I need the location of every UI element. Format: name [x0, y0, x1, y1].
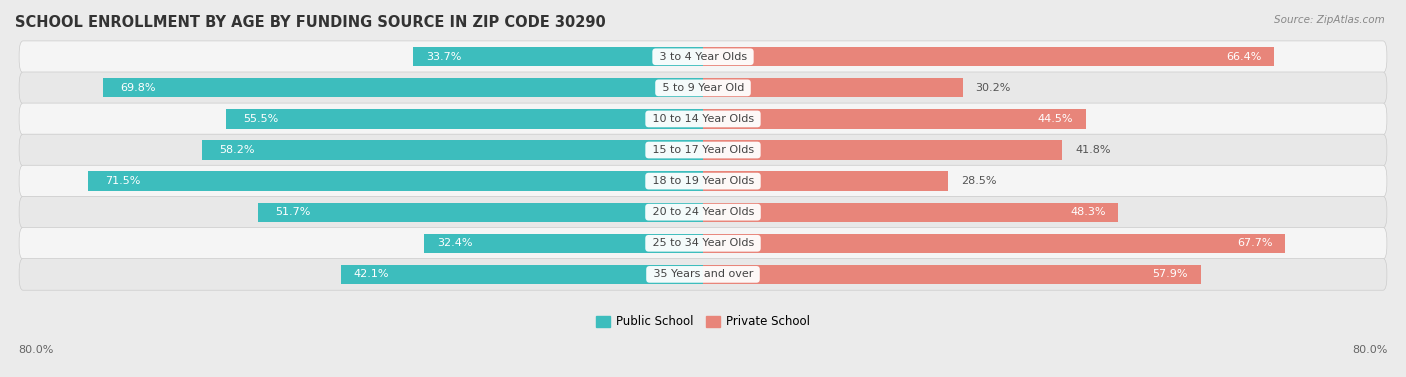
Text: 57.9%: 57.9%	[1153, 270, 1188, 279]
Bar	[413, 47, 703, 66]
Bar	[703, 265, 1201, 284]
Bar	[340, 265, 703, 284]
FancyBboxPatch shape	[20, 72, 1386, 104]
FancyBboxPatch shape	[20, 165, 1386, 197]
Text: 66.4%: 66.4%	[1226, 52, 1261, 62]
Text: 28.5%: 28.5%	[960, 176, 997, 186]
Bar	[703, 109, 1085, 129]
Bar	[425, 234, 703, 253]
Text: SCHOOL ENROLLMENT BY AGE BY FUNDING SOURCE IN ZIP CODE 30290: SCHOOL ENROLLMENT BY AGE BY FUNDING SOUR…	[15, 15, 606, 30]
Text: 42.1%: 42.1%	[354, 270, 389, 279]
FancyBboxPatch shape	[20, 259, 1386, 290]
Text: 44.5%: 44.5%	[1038, 114, 1073, 124]
Text: 30.2%: 30.2%	[976, 83, 1011, 93]
Text: 41.8%: 41.8%	[1076, 145, 1111, 155]
Text: 51.7%: 51.7%	[276, 207, 311, 217]
Text: 15 to 17 Year Olds: 15 to 17 Year Olds	[648, 145, 758, 155]
Text: 20 to 24 Year Olds: 20 to 24 Year Olds	[648, 207, 758, 217]
Text: 3 to 4 Year Olds: 3 to 4 Year Olds	[655, 52, 751, 62]
Bar	[703, 47, 1274, 66]
FancyBboxPatch shape	[20, 103, 1386, 135]
Text: 69.8%: 69.8%	[120, 83, 156, 93]
Bar	[103, 78, 703, 98]
Bar	[703, 202, 1118, 222]
FancyBboxPatch shape	[20, 227, 1386, 259]
FancyBboxPatch shape	[20, 134, 1386, 166]
Bar	[703, 234, 1285, 253]
Text: Source: ZipAtlas.com: Source: ZipAtlas.com	[1274, 15, 1385, 25]
Text: 33.7%: 33.7%	[426, 52, 461, 62]
Text: 55.5%: 55.5%	[243, 114, 278, 124]
Text: 80.0%: 80.0%	[1353, 345, 1388, 355]
Text: 67.7%: 67.7%	[1237, 238, 1272, 248]
Text: 10 to 14 Year Olds: 10 to 14 Year Olds	[648, 114, 758, 124]
FancyBboxPatch shape	[20, 41, 1386, 73]
Text: 32.4%: 32.4%	[437, 238, 472, 248]
Text: 25 to 34 Year Olds: 25 to 34 Year Olds	[648, 238, 758, 248]
Text: 71.5%: 71.5%	[105, 176, 141, 186]
Bar	[259, 202, 703, 222]
Text: 58.2%: 58.2%	[219, 145, 254, 155]
Text: 18 to 19 Year Olds: 18 to 19 Year Olds	[648, 176, 758, 186]
Bar	[89, 172, 703, 191]
Bar	[226, 109, 703, 129]
Legend: Public School, Private School: Public School, Private School	[592, 311, 814, 333]
Bar	[202, 140, 703, 160]
Bar	[703, 140, 1063, 160]
Text: 35 Years and over: 35 Years and over	[650, 270, 756, 279]
Text: 5 to 9 Year Old: 5 to 9 Year Old	[658, 83, 748, 93]
Text: 80.0%: 80.0%	[18, 345, 53, 355]
Bar	[703, 78, 963, 98]
Text: 48.3%: 48.3%	[1070, 207, 1105, 217]
FancyBboxPatch shape	[20, 196, 1386, 228]
Bar	[703, 172, 948, 191]
